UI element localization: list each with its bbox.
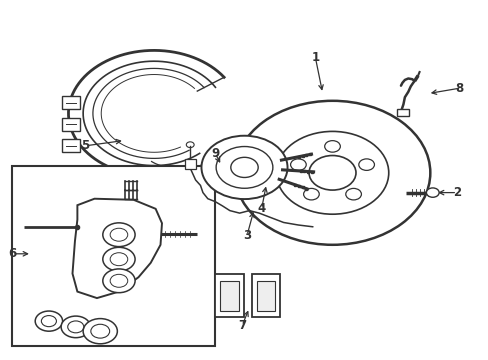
Bar	[184, 159, 195, 169]
Bar	[62, 118, 80, 131]
Text: 4: 4	[257, 202, 265, 215]
Circle shape	[102, 223, 135, 247]
Circle shape	[290, 159, 305, 170]
Bar	[256, 281, 275, 311]
Bar	[251, 274, 280, 317]
Circle shape	[201, 136, 287, 199]
Circle shape	[358, 159, 374, 170]
Circle shape	[102, 247, 135, 271]
Circle shape	[83, 319, 117, 344]
Bar	[220, 281, 238, 311]
Bar	[396, 109, 408, 116]
Bar	[12, 166, 215, 346]
Text: 3: 3	[243, 229, 250, 242]
Text: 7: 7	[238, 319, 245, 332]
Bar	[215, 274, 243, 317]
Bar	[62, 96, 80, 109]
Circle shape	[426, 188, 438, 197]
Text: 1: 1	[311, 51, 319, 64]
Circle shape	[324, 141, 340, 152]
Circle shape	[102, 269, 135, 293]
Text: 6: 6	[8, 247, 16, 260]
Text: 8: 8	[455, 82, 463, 95]
Bar	[62, 139, 80, 152]
Text: 2: 2	[452, 186, 460, 199]
Circle shape	[345, 188, 361, 200]
Text: 9: 9	[211, 147, 219, 159]
Circle shape	[303, 188, 319, 200]
Circle shape	[35, 311, 62, 331]
Text: 5: 5	[81, 139, 89, 152]
Circle shape	[61, 316, 90, 338]
